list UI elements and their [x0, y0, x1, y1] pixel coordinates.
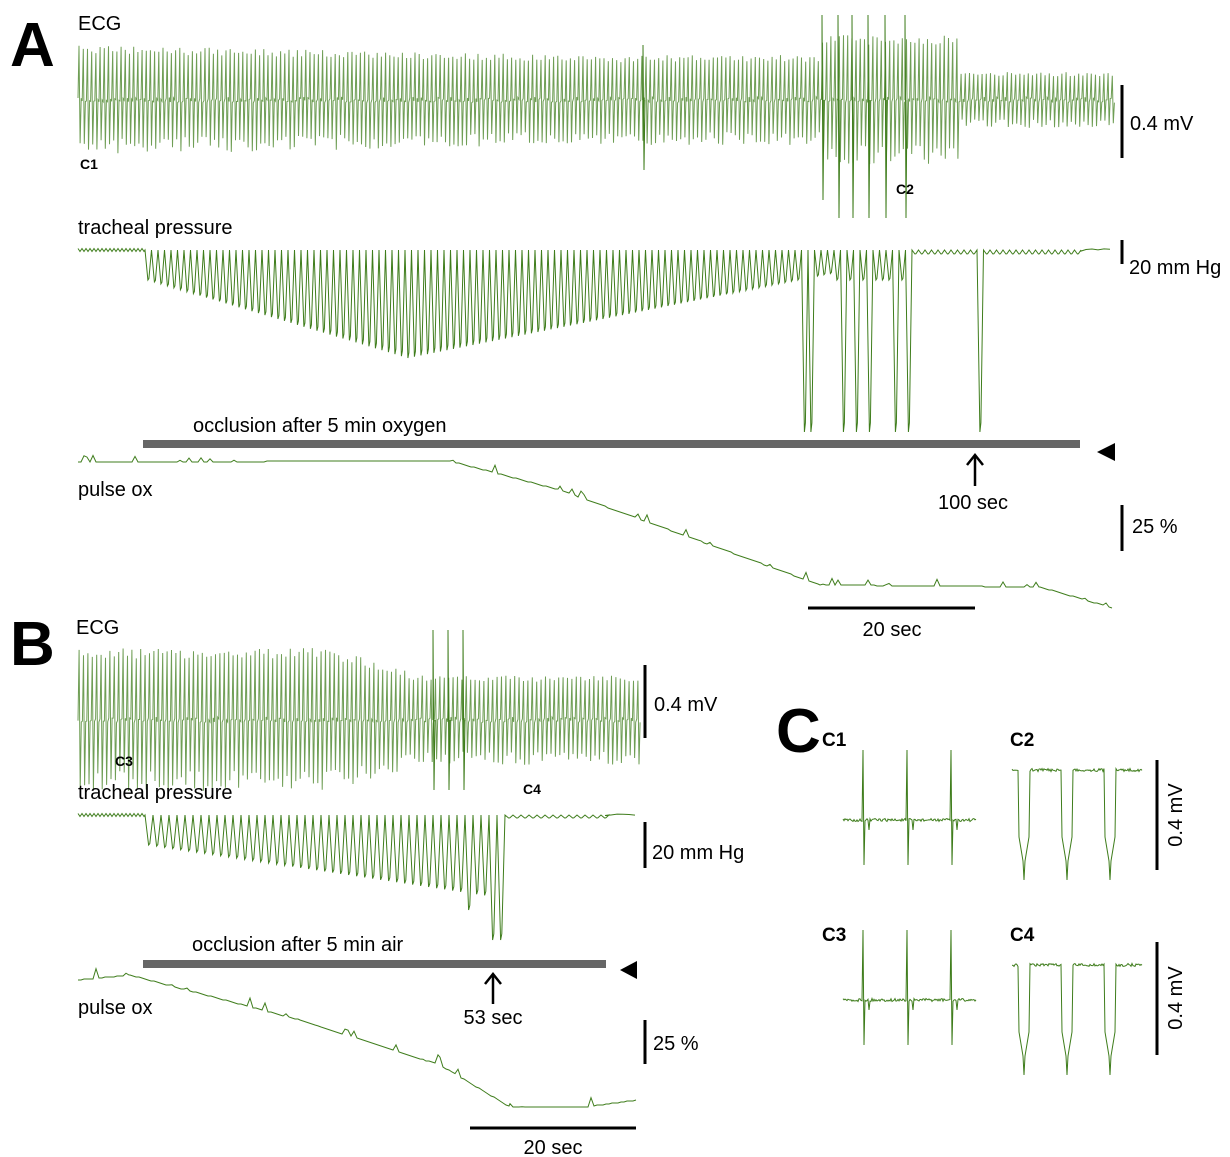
- panel-label: B: [10, 610, 55, 679]
- time-label: 20 sec: [863, 619, 922, 641]
- trace: [1011, 766, 1143, 881]
- arrow-head: [484, 971, 502, 985]
- trace: [904, 14, 908, 219]
- inset-label: C3: [822, 925, 846, 946]
- marker: C4: [523, 781, 541, 797]
- inset-label: C4: [1010, 925, 1035, 946]
- marker: C1: [80, 156, 98, 172]
- trace-label: ECG: [78, 13, 121, 35]
- arrow-label: 100 sec: [938, 492, 1008, 514]
- arrow-head: [966, 452, 984, 466]
- scale-label: 25 %: [1132, 516, 1178, 538]
- trace: [842, 929, 977, 1046]
- trace: [851, 14, 855, 219]
- trace: [78, 454, 1113, 609]
- scale-label: 0.4 mV: [1165, 783, 1187, 847]
- trace: [77, 812, 636, 941]
- occlusion-label: occlusion after 5 min air: [192, 934, 404, 956]
- traces: [77, 14, 1143, 1108]
- panel-label: A: [10, 11, 55, 80]
- trace-label: pulse ox: [78, 479, 153, 501]
- scale-label: 0.4 mV: [654, 694, 718, 716]
- triangle: [1097, 443, 1115, 461]
- scale-label: 25 %: [653, 1033, 699, 1055]
- trace-label: ECG: [76, 617, 119, 639]
- triangle: [620, 961, 637, 979]
- scale-label: 0.4 mV: [1130, 113, 1194, 135]
- inset-label: C2: [1010, 730, 1034, 751]
- scale-label: 0.4 mV: [1165, 966, 1187, 1030]
- trace: [821, 14, 825, 201]
- arrow-label: 53 sec: [464, 1007, 523, 1029]
- trace: [462, 629, 466, 791]
- inset-label: C1: [822, 730, 847, 751]
- trace: [842, 749, 977, 866]
- scale-label: 20 mm Hg: [1129, 257, 1221, 279]
- panel-label: C: [776, 697, 821, 766]
- scale-label: 20 mm Hg: [652, 842, 744, 864]
- trace-label: tracheal pressure: [78, 217, 233, 239]
- trace-label: pulse ox: [78, 997, 153, 1019]
- trace: [867, 14, 871, 219]
- trace: [78, 966, 637, 1108]
- marker: C2: [896, 181, 914, 197]
- time-label: 20 sec: [524, 1137, 583, 1157]
- trace: [77, 35, 1115, 165]
- trace: [432, 629, 436, 791]
- trace-label: tracheal pressure: [78, 782, 233, 804]
- trace: [77, 648, 641, 791]
- trace: [77, 247, 1111, 433]
- trace: [837, 14, 841, 219]
- trace: [884, 14, 888, 219]
- trace: [1011, 962, 1143, 1076]
- trace: [447, 629, 451, 791]
- marker: C3: [115, 753, 133, 769]
- trace: [642, 44, 646, 171]
- occlusion-label: occlusion after 5 min oxygen: [193, 415, 446, 437]
